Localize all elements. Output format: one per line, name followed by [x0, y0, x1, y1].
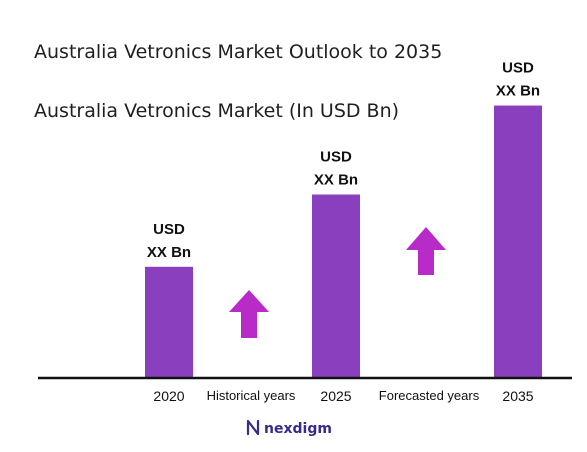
period-label-historical: Historical years — [207, 388, 296, 403]
nexdigm-logo-icon — [246, 419, 260, 436]
chart-subtitle: Australia Vetronics Market (In USD Bn) — [34, 100, 399, 122]
value-label-currency-2020: USD — [153, 221, 185, 238]
value-label-amount-2025: XX Bn — [314, 172, 358, 189]
growth-arrow-forecast-icon — [406, 227, 446, 275]
brand-name: nexdigm — [264, 421, 332, 437]
value-labels-group: USD XX Bn USD XX Bn USD XX Bn — [147, 60, 540, 261]
x-tick-label-2035: 2035 — [502, 388, 533, 404]
bar-2020 — [145, 266, 193, 378]
value-label-amount-2020: XX Bn — [147, 244, 191, 261]
x-tick-label-2020: 2020 — [153, 388, 184, 404]
bars-group — [145, 105, 542, 378]
value-label-currency-2025: USD — [320, 149, 352, 166]
period-label-forecast: Forecasted years — [379, 388, 480, 403]
value-label-currency-2035: USD — [502, 60, 534, 77]
growth-arrow-historical-icon — [229, 290, 269, 338]
brand-logo: nexdigm — [246, 419, 332, 437]
bar-2025 — [312, 194, 360, 378]
value-label-amount-2035: XX Bn — [496, 83, 540, 100]
bar-2035 — [494, 105, 542, 378]
x-axis-ticks: 2020 2025 2035 — [153, 388, 533, 404]
chart-title: Australia Vetronics Market Outlook to 20… — [34, 41, 442, 63]
x-tick-label-2025: 2025 — [320, 388, 351, 404]
